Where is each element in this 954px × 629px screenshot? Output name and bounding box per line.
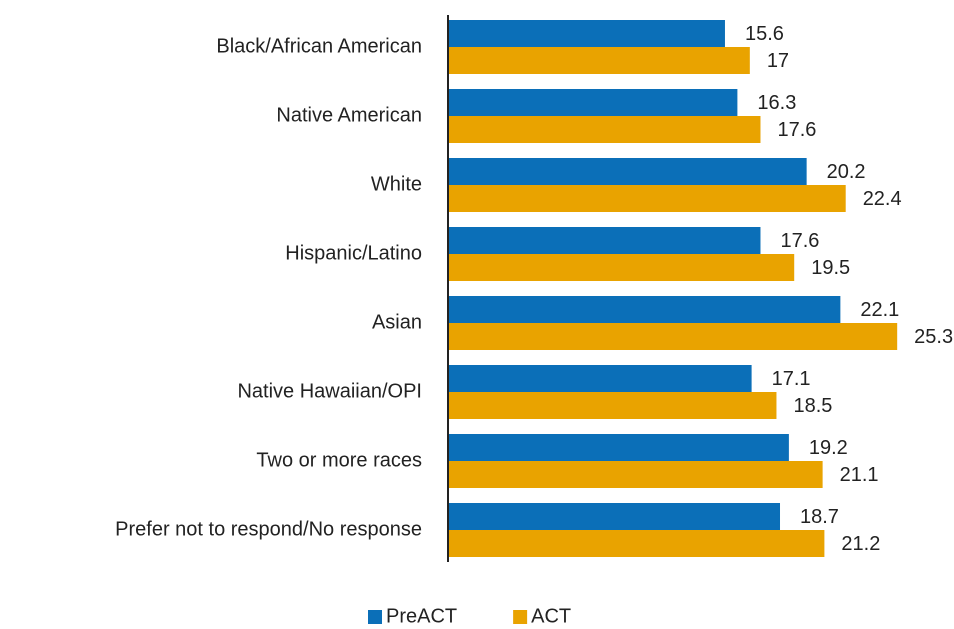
legend-label: PreACT xyxy=(386,605,457,627)
value-label: 22.1 xyxy=(860,299,899,321)
value-label: 17.6 xyxy=(780,230,819,252)
value-label: 25.3 xyxy=(914,326,953,348)
value-label: 17 xyxy=(767,50,789,72)
bar xyxy=(448,530,825,557)
category-label: Prefer not to respond/No response xyxy=(115,518,422,540)
bar xyxy=(448,254,795,281)
bar xyxy=(448,392,777,419)
bar xyxy=(448,365,752,392)
category-label: Hispanic/Latino xyxy=(285,242,422,264)
legend-swatch xyxy=(368,610,382,624)
category-label: Native American xyxy=(276,104,422,126)
category-label: Native Hawaiian/OPI xyxy=(237,380,422,402)
value-label: 19.5 xyxy=(811,257,850,279)
category-label: Asian xyxy=(372,311,422,333)
value-label: 21.2 xyxy=(841,533,880,555)
category-label: Two or more races xyxy=(256,449,422,471)
value-label: 21.1 xyxy=(840,464,879,486)
category-label: White xyxy=(371,173,422,195)
category-label: Black/African American xyxy=(216,35,422,57)
value-label: 22.4 xyxy=(863,188,902,210)
value-label: 19.2 xyxy=(809,437,848,459)
bar xyxy=(448,116,761,143)
legend-swatch xyxy=(513,610,528,624)
bar xyxy=(448,227,761,254)
value-label: 17.1 xyxy=(772,368,811,390)
value-label: 20.2 xyxy=(827,161,866,183)
bar xyxy=(448,20,725,47)
value-label: 16.3 xyxy=(757,92,796,114)
bar xyxy=(448,296,841,323)
value-label: 18.7 xyxy=(800,506,839,528)
legend-label: ACT xyxy=(531,605,571,627)
bar xyxy=(448,503,781,530)
value-label: 17.6 xyxy=(777,119,816,141)
bar xyxy=(448,185,846,212)
value-label: 15.6 xyxy=(745,23,784,45)
bar xyxy=(448,461,823,488)
bar xyxy=(448,434,789,461)
bar xyxy=(448,323,898,350)
bar xyxy=(448,158,807,185)
bar xyxy=(448,47,750,74)
bar xyxy=(448,89,738,116)
value-label: 18.5 xyxy=(793,395,832,417)
